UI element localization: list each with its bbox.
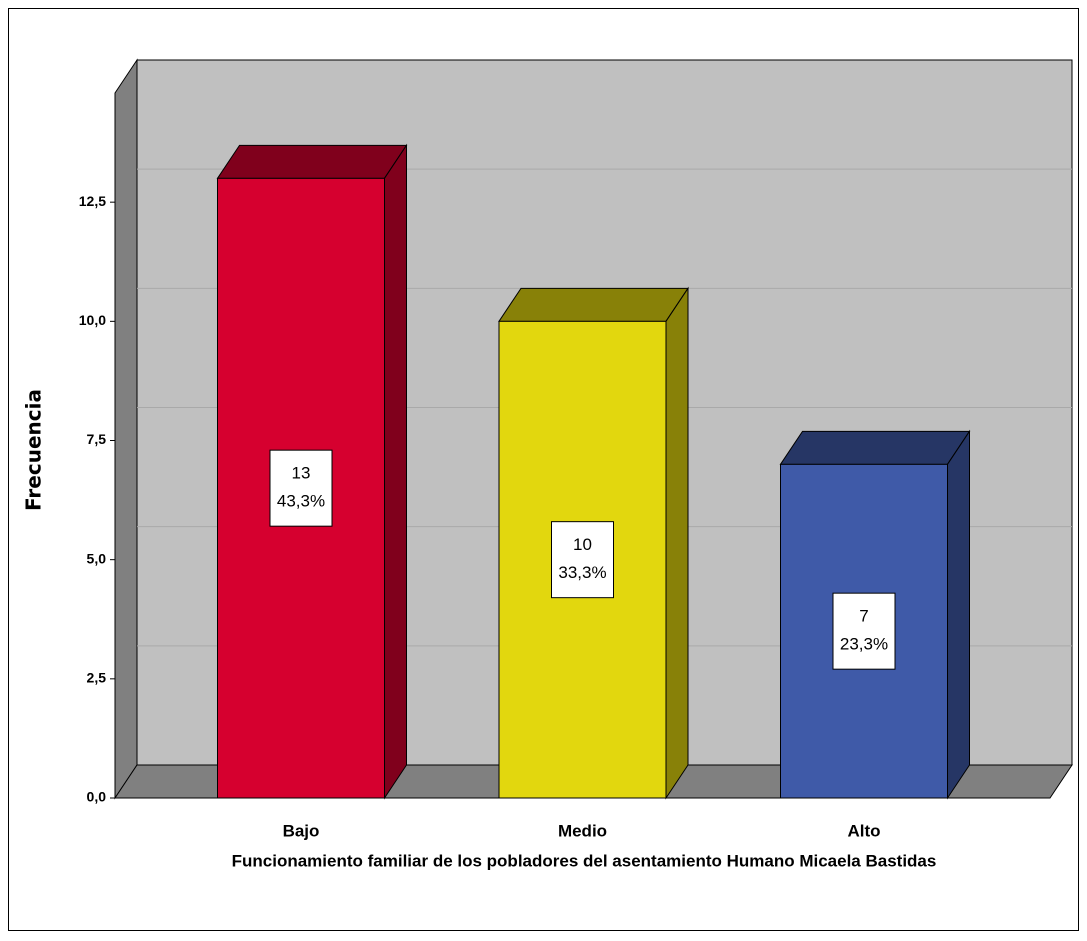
x-tick-label: Alto <box>847 821 880 840</box>
percent-label: 23,3% <box>840 635 888 654</box>
value-label-box <box>269 449 333 527</box>
bar-side <box>947 429 970 800</box>
x-tick-label: Medio <box>558 821 607 840</box>
left-wall <box>114 58 138 800</box>
value-label-box <box>551 521 614 599</box>
y-tick-label: 5,0 <box>87 550 107 566</box>
y-tick-label: 0,0 <box>87 789 107 805</box>
percent-label: 33,3% <box>558 563 606 582</box>
x-tick-label: Bajo <box>283 821 320 840</box>
value-label: 10 <box>573 535 592 554</box>
y-tick-label: 10,0 <box>79 312 106 328</box>
y-tick-label: 2,5 <box>87 670 107 686</box>
y-axis-title: Frecuencia <box>22 389 46 511</box>
percent-label: 43,3% <box>277 492 325 511</box>
bar-top <box>779 430 971 465</box>
value-label-box <box>832 592 896 670</box>
bar-side <box>384 143 407 800</box>
y-tick-label: 7,5 <box>87 431 107 447</box>
bar-top <box>498 287 689 322</box>
bar-top <box>216 144 408 179</box>
value-label: 7 <box>859 607 868 626</box>
x-axis-title: Funcionamiento familiar de los pobladore… <box>232 851 937 870</box>
y-tick-label: 12,5 <box>79 193 106 209</box>
bar-side <box>665 286 689 800</box>
value-label: 13 <box>292 464 311 483</box>
